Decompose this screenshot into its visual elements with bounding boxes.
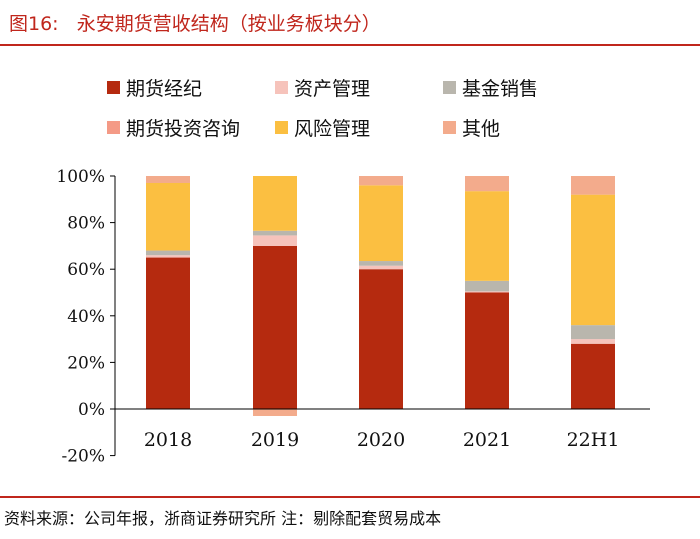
bar-segment [253,409,297,416]
x-tick-label: 2018 [144,429,192,451]
bar-segment [359,269,403,409]
bar-segment [465,291,509,293]
y-tick-label: 20% [67,353,105,373]
legend-swatch [107,121,120,134]
y-tick-label: -20% [61,447,105,467]
bar-segment [146,250,190,256]
bar-segment [359,265,403,270]
y-tick-label: 60% [67,260,105,280]
legend-label: 期货投资咨询 [126,118,240,140]
legend-label: 其他 [462,118,500,140]
bar-segment [253,230,297,236]
legend-swatch [443,81,456,94]
x-tick-label: 22H1 [567,429,620,451]
bar-segment [571,339,615,344]
bar-segment [146,176,190,183]
legend-swatch [443,121,456,134]
x-tick-label: 2020 [357,429,405,451]
bars [146,176,615,416]
bar-segment [253,245,297,409]
bar-segment [359,176,403,186]
legend-swatch [107,81,120,94]
footer-rule [0,496,700,498]
bar-segment [465,280,509,292]
bar-segment [571,176,615,195]
bar-segment [571,343,615,409]
bar-segment [465,176,509,192]
y-tick-label: 80% [67,214,105,234]
source-note: 资料来源：公司年报，浙商证券研究所 注：剔除配套贸易成本 [4,509,442,528]
x-tick-label: 2021 [463,429,511,451]
bar-segment [571,194,615,326]
bar-segment [359,185,403,262]
legend-label: 基金销售 [462,78,538,100]
y-tick-label: 40% [67,307,105,327]
bar-segment [146,255,190,258]
bar-segment [359,261,403,266]
bar-segment [146,182,190,251]
y-tick-label: 100% [56,167,105,187]
bar-segment [465,191,509,281]
bar-segment [253,235,297,246]
legend-label: 风险管理 [294,118,370,140]
legend-label: 资产管理 [294,78,370,100]
bar-segment [146,257,190,409]
y-tick-label: 0% [78,400,105,420]
legend-swatch [275,81,288,94]
legend-swatch [275,121,288,134]
x-tick-label: 2019 [251,429,299,451]
bar-segment [253,176,297,231]
header-rule [0,44,700,46]
bar-segment [571,325,615,340]
figure-header: 图16: 永安期货营收结构（按业务板块分） [0,0,700,44]
figure-title: 图16: 永安期货营收结构（按业务板块分） [9,13,381,35]
legend-label: 期货经纪 [126,78,202,100]
bar-segment [465,292,509,409]
y-axis: -20% 0% 20% 40% 60% 80% 100% [56,167,116,467]
x-axis: 2018 2019 2020 2021 22H1 [115,408,650,451]
